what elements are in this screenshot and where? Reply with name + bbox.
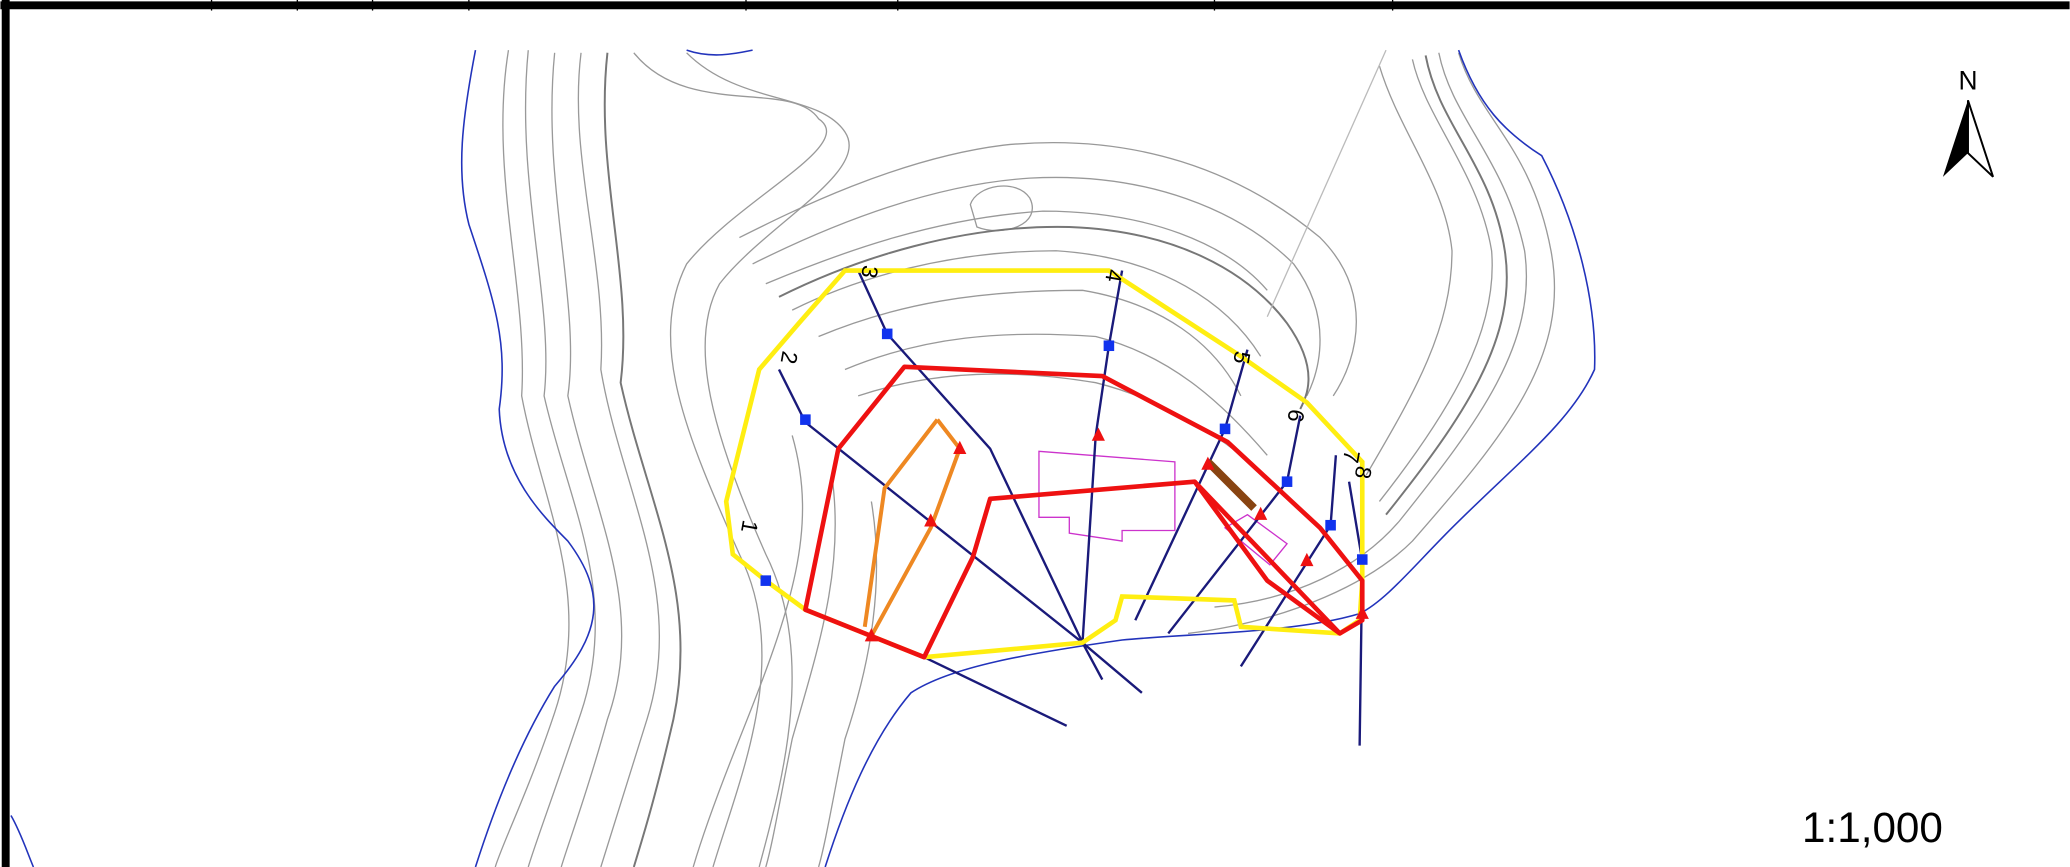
scale-label: 1:1,000: [1802, 804, 1943, 851]
north-label: N: [1958, 66, 1977, 96]
background: [0, 0, 2069, 867]
page: 1 2 3 4 5 6 7 8 N 1:1,000 (() => { const…: [0, 0, 2070, 867]
map: 1 2 3 4 5 6 7 8 N 1:1,000: [0, 0, 2070, 867]
